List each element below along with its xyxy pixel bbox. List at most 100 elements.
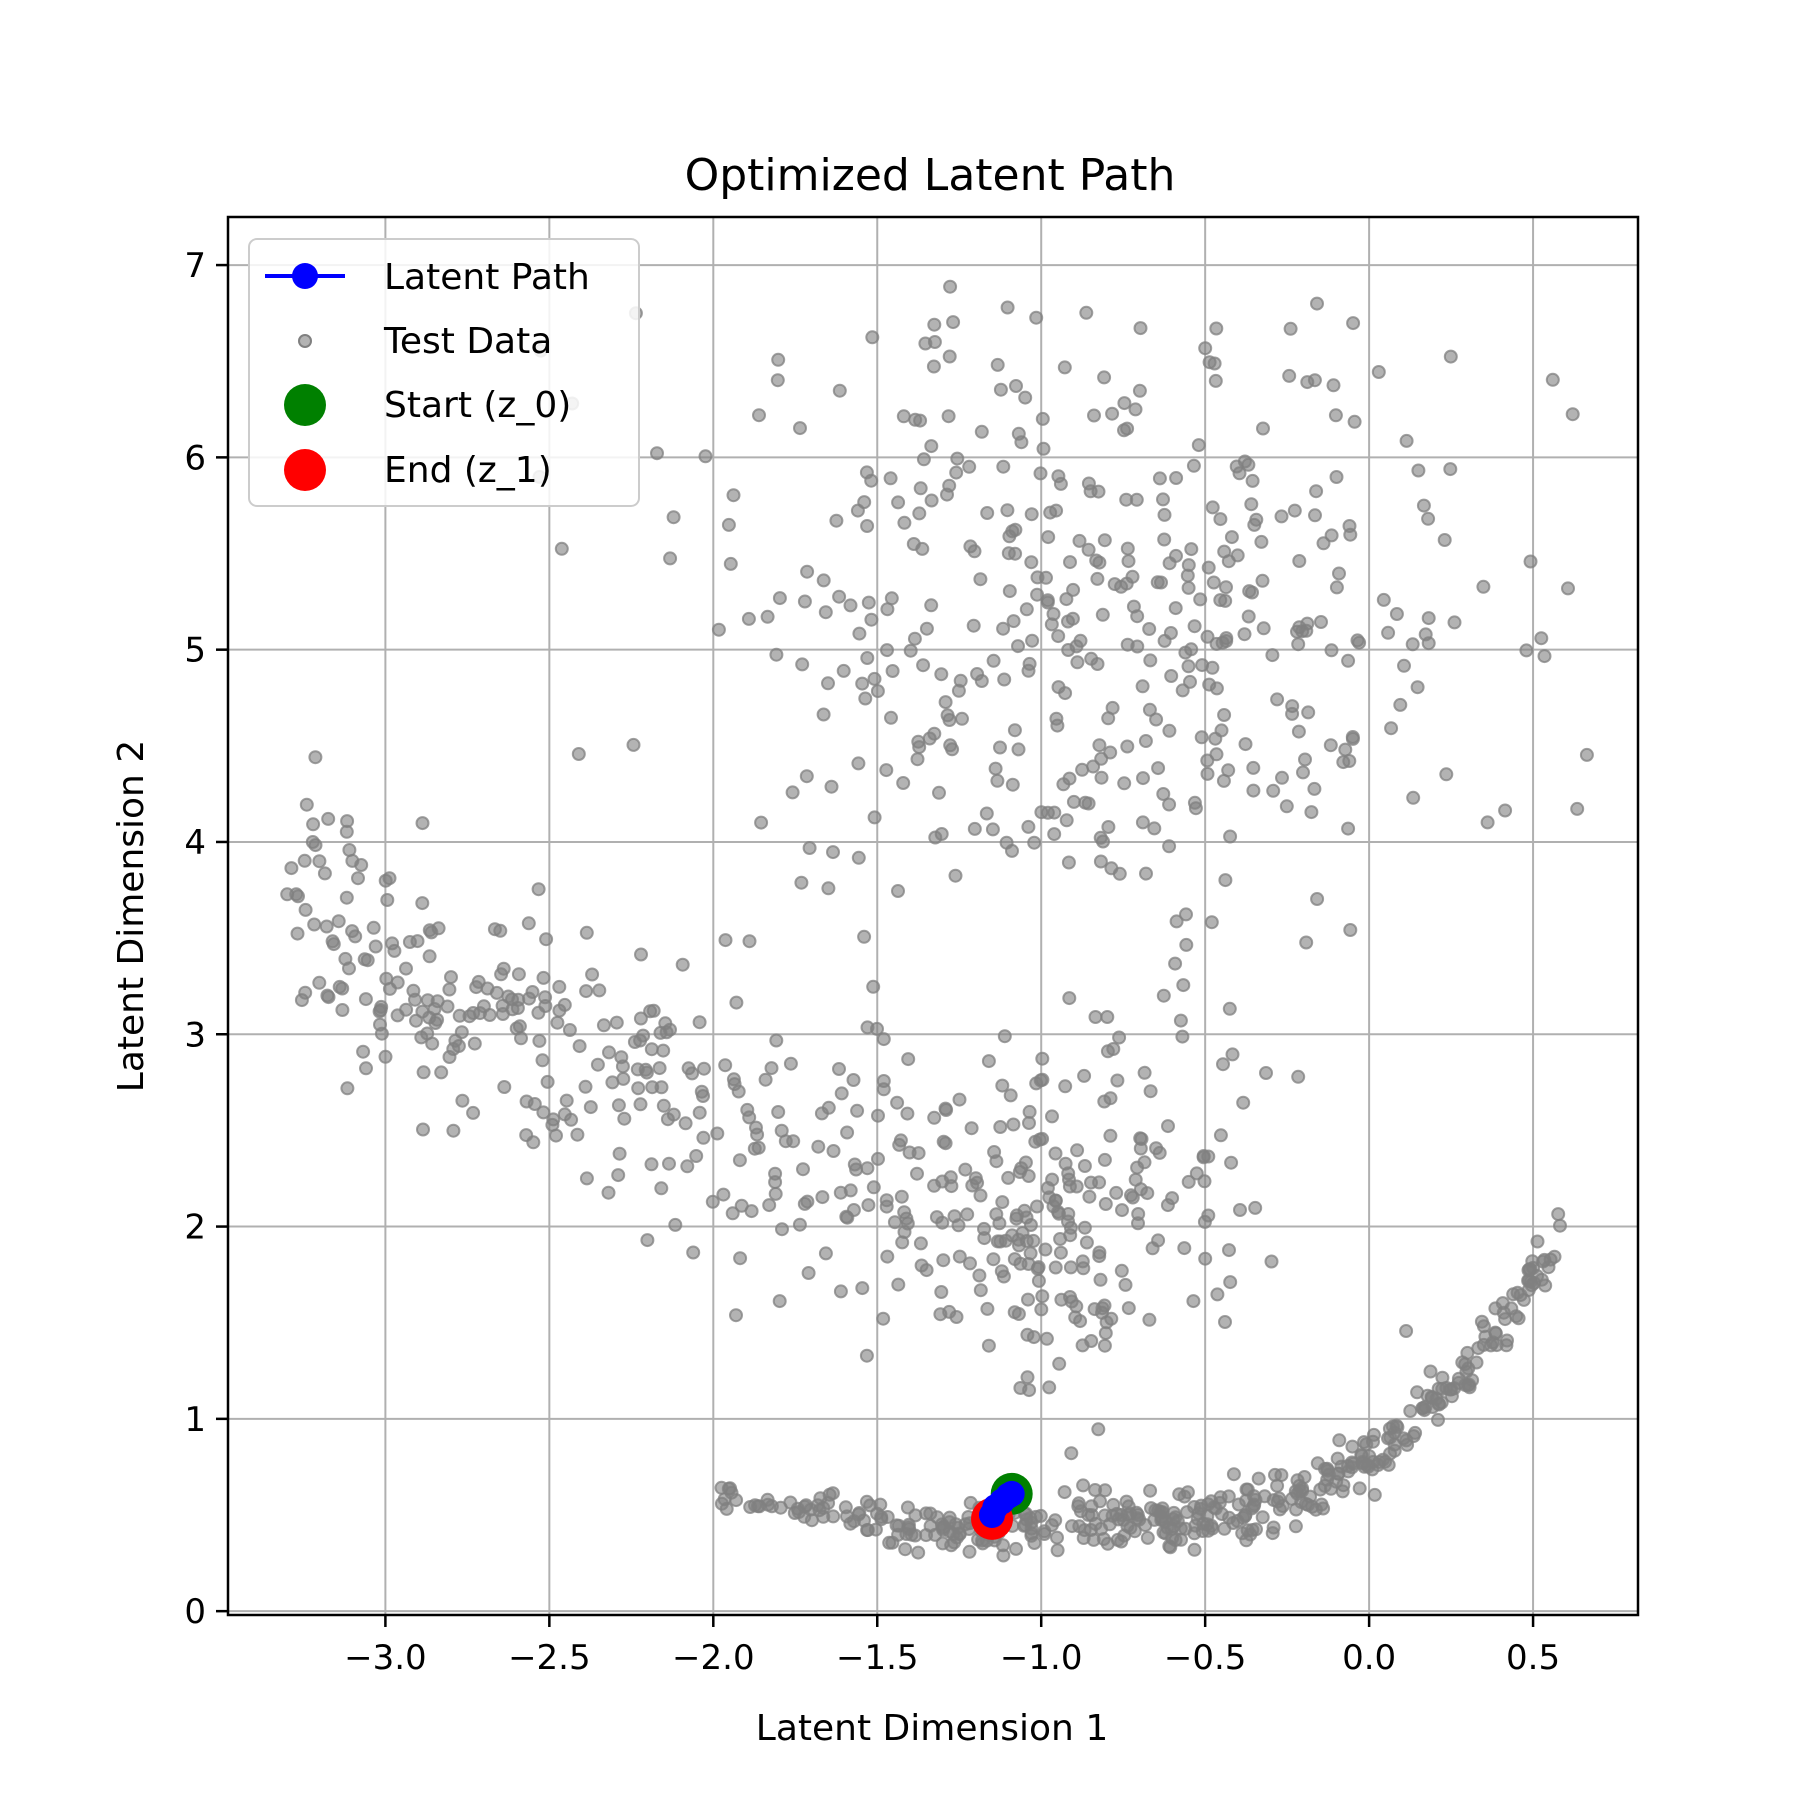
test-data-point <box>331 914 346 929</box>
test-data-point <box>832 383 847 398</box>
test-data-point <box>1222 1243 1236 1258</box>
test-data-point <box>378 873 393 888</box>
test-data-point <box>1421 511 1436 526</box>
test-data-point <box>1143 1483 1158 1498</box>
test-data-point <box>692 1015 707 1030</box>
test-data-point <box>1006 1117 1021 1132</box>
test-data-point <box>1101 820 1116 834</box>
test-data-point <box>1168 1533 1183 1548</box>
test-data-point <box>794 875 809 890</box>
test-data-point <box>640 1233 655 1248</box>
test-data-point <box>1048 1260 1063 1275</box>
test-data-point <box>742 934 757 949</box>
test-data-point <box>796 1162 810 1177</box>
test-data-point <box>1191 1506 1206 1521</box>
test-data-point <box>1150 575 1165 590</box>
test-data-point <box>1347 414 1362 429</box>
test-data-point <box>1118 1277 1133 1292</box>
test-data-point <box>312 854 327 869</box>
test-data-point <box>1291 1069 1306 1084</box>
test-data-point <box>312 975 327 990</box>
test-data-point <box>731 1084 746 1099</box>
test-data-point <box>942 1510 957 1525</box>
test-data-point <box>1186 458 1201 473</box>
test-data-point <box>795 657 810 672</box>
test-data-point <box>1238 737 1253 752</box>
test-data-point <box>879 1193 894 1208</box>
test-data-point <box>1469 1355 1484 1370</box>
test-data-point <box>949 465 964 480</box>
test-data-point <box>1264 1254 1279 1269</box>
test-data-point <box>1061 643 1076 657</box>
test-data-point <box>487 922 502 937</box>
test-data-point <box>646 1003 661 1018</box>
test-data-point <box>399 1002 414 1017</box>
test-data-point <box>420 993 435 1008</box>
test-data-point <box>1352 1481 1367 1496</box>
test-data-point <box>415 896 430 911</box>
test-data-point <box>1218 1315 1232 1329</box>
test-data-point <box>666 510 681 525</box>
test-data-point <box>1545 372 1560 387</box>
test-data-point <box>338 951 353 966</box>
test-data-point <box>1157 507 1172 522</box>
test-data-point <box>1077 1523 1092 1538</box>
test-data-point <box>1009 379 1023 393</box>
test-data-point <box>1474 1314 1489 1329</box>
test-data-point <box>480 981 495 996</box>
test-data-point <box>1006 614 1021 629</box>
test-data-point <box>644 1157 659 1172</box>
test-data-point <box>1534 631 1549 646</box>
test-data-point <box>415 816 430 831</box>
test-data-point <box>816 573 831 588</box>
test-data-point <box>1110 1073 1125 1088</box>
test-data-point <box>855 676 870 691</box>
test-data-point <box>1184 642 1199 657</box>
test-data-point <box>298 902 313 917</box>
test-data-point <box>1112 1030 1127 1045</box>
test-data-point <box>538 990 553 1005</box>
test-data-point <box>1063 555 1077 570</box>
test-data-point <box>799 769 814 784</box>
test-data-point <box>1223 829 1238 844</box>
test-data-point <box>910 1166 924 1181</box>
test-data-point <box>883 471 898 486</box>
test-data-point <box>1187 795 1202 810</box>
test-data-point <box>1031 1260 1046 1275</box>
test-data-point <box>1077 1159 1092 1173</box>
test-data-point <box>1341 653 1356 668</box>
test-data-point <box>1105 406 1120 421</box>
test-data-point <box>1128 1172 1143 1187</box>
test-data-point <box>1070 655 1085 670</box>
test-data-point <box>1336 755 1351 770</box>
test-data-point <box>1213 1128 1228 1143</box>
test-data-point <box>855 1281 870 1296</box>
test-data-point <box>1020 1327 1035 1342</box>
test-data-point <box>927 317 942 332</box>
test-data-point <box>1064 1294 1079 1309</box>
test-data-point <box>1042 1380 1057 1395</box>
test-data-point <box>308 750 323 765</box>
x-tick-label: −1.5 <box>836 1638 919 1678</box>
test-data-point <box>1561 581 1575 596</box>
test-data-point <box>1090 571 1105 586</box>
test-data-point <box>1023 1246 1038 1261</box>
test-data-point <box>718 933 733 948</box>
test-data-point <box>579 1171 594 1186</box>
test-data-point <box>1541 1260 1556 1275</box>
test-data-point <box>1326 378 1341 393</box>
test-data-point <box>924 598 939 613</box>
test-data-point <box>1298 752 1312 767</box>
test-data-point <box>1296 765 1310 780</box>
test-data-point <box>536 970 551 985</box>
test-data-point <box>1039 570 1053 585</box>
test-data-point <box>840 1125 855 1140</box>
test-data-point <box>634 947 648 962</box>
test-data-point <box>1324 528 1339 543</box>
test-data-point <box>1240 1482 1255 1497</box>
test-data-point <box>631 1081 646 1096</box>
x-tick-label: −0.5 <box>1164 1638 1247 1678</box>
x-tick-label: 0.5 <box>1506 1638 1560 1678</box>
test-data-point <box>966 618 981 633</box>
test-data-point <box>1248 1200 1263 1215</box>
